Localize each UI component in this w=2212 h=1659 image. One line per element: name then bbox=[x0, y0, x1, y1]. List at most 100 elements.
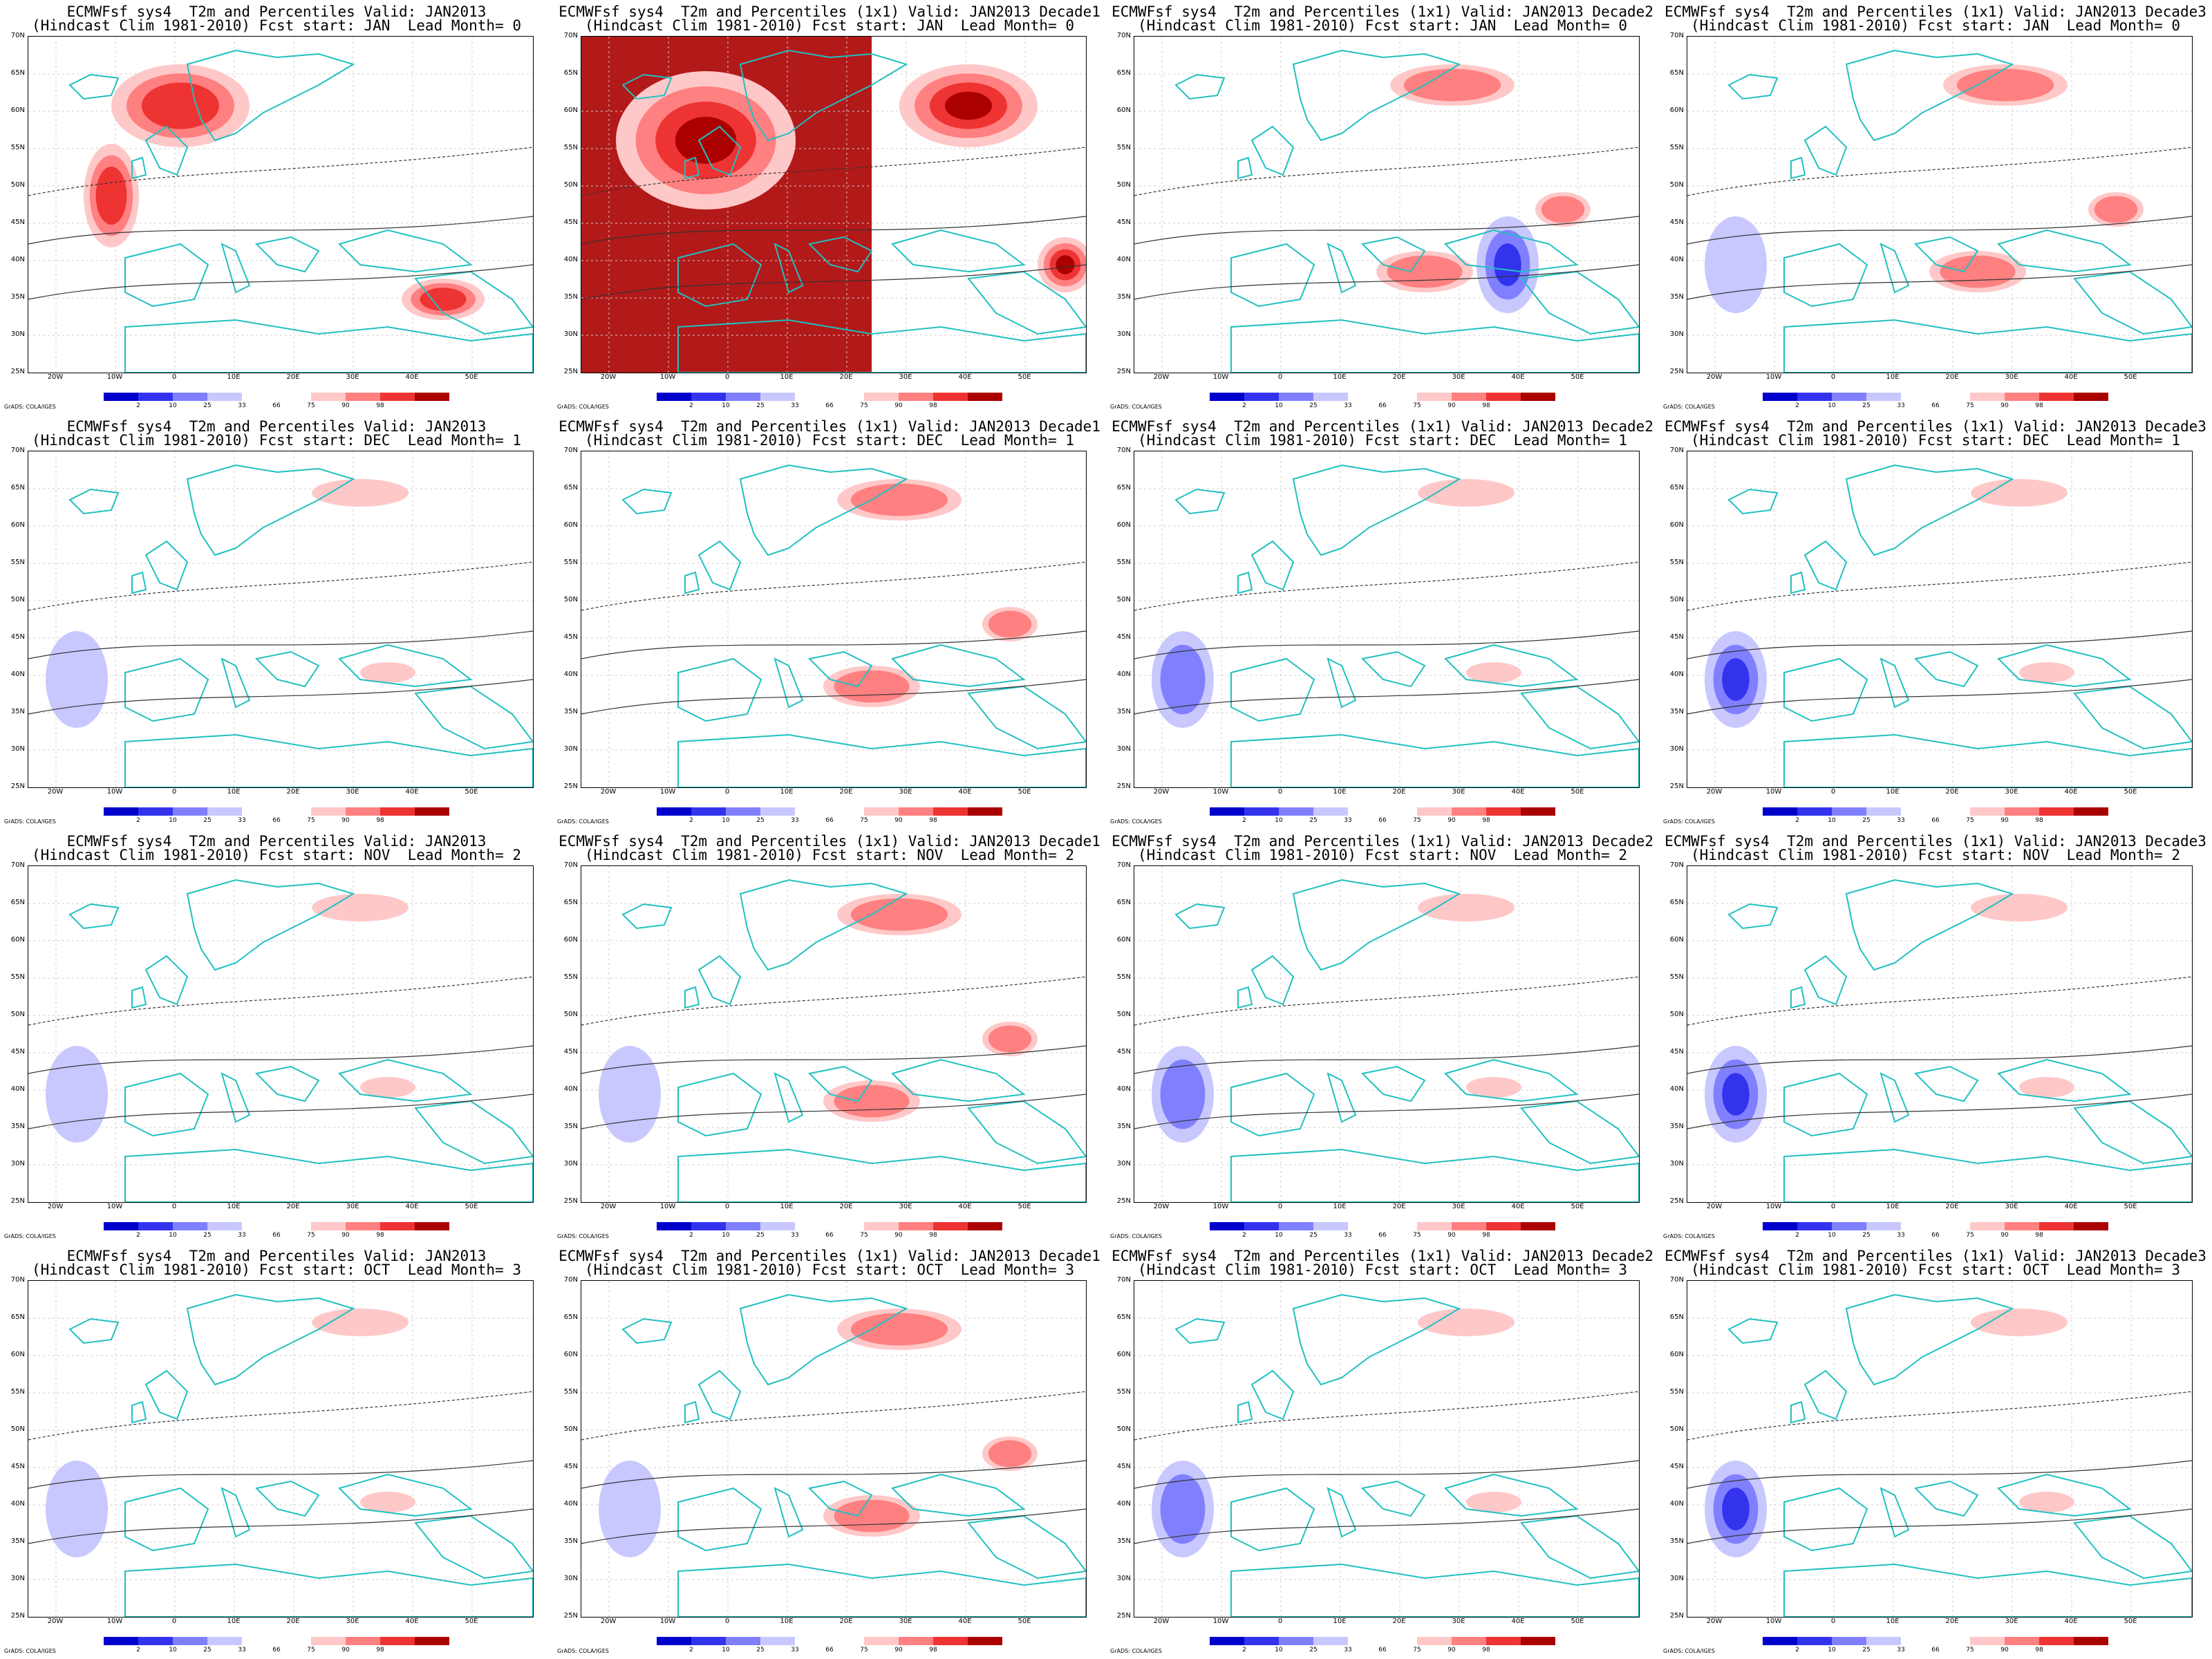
cold-anomaly-shading bbox=[1722, 658, 1750, 701]
map-svg bbox=[1687, 866, 2192, 1202]
credit-label: GrADS: COLA/IGES bbox=[1663, 818, 1715, 825]
latitude-label: 25N bbox=[563, 1612, 578, 1620]
colorbar-segment bbox=[207, 807, 242, 816]
coastline bbox=[131, 571, 147, 594]
coastline bbox=[739, 879, 908, 971]
isotherm-contour bbox=[1687, 216, 2192, 245]
longitude-label: 20W bbox=[1706, 1618, 1723, 1625]
map-area bbox=[1134, 865, 1640, 1203]
isotherm-contour bbox=[1687, 1045, 2192, 1074]
coastline bbox=[677, 657, 762, 722]
longitude-label: 10W bbox=[1765, 373, 1782, 381]
latitude-label: 55N bbox=[563, 559, 578, 566]
panel-title: ECMWFsf sys4 T2m and Percentiles (1x1) V… bbox=[1665, 3, 2206, 20]
panel-subtitle: (Hindcast Clim 1981-2010) Fcst start: NO… bbox=[1137, 847, 1627, 863]
coastline bbox=[1803, 540, 1848, 591]
longitude-label: 40E bbox=[405, 788, 419, 796]
longitude-label: 10W bbox=[659, 1203, 676, 1210]
latitude-label: 30N bbox=[1116, 330, 1131, 338]
colorbar-tick-label: 66 bbox=[1931, 402, 1940, 409]
latitude-label: 30N bbox=[1116, 1575, 1131, 1582]
isotherm-contour bbox=[1687, 1391, 2192, 1441]
longitude-label: 20W bbox=[600, 1618, 617, 1625]
longitude-label: 50E bbox=[2124, 373, 2137, 381]
longitude-label: 40E bbox=[1511, 373, 1525, 381]
coastline bbox=[186, 464, 355, 556]
colorbar-tick-label: 75 bbox=[1966, 1647, 1974, 1653]
coastline bbox=[131, 1400, 147, 1424]
latitude-label: 55N bbox=[1116, 144, 1131, 151]
coastline bbox=[1292, 1293, 1461, 1386]
latitude-label: 60N bbox=[563, 521, 578, 529]
colorbar-tick-label: 10 bbox=[722, 402, 730, 409]
latitude-label: 55N bbox=[563, 144, 578, 151]
colorbar-tick-label: 66 bbox=[1378, 817, 1387, 824]
longitude-label: 10W bbox=[1212, 1618, 1229, 1625]
colorbar-segment bbox=[1763, 1222, 1797, 1230]
colorbar-segment bbox=[2039, 1637, 2074, 1645]
longitude-label: 40E bbox=[2064, 1618, 2078, 1625]
colorbar: 2 10 25 33 66 75 90 98 bbox=[1763, 393, 2108, 409]
colorbar-tick-label: 25 bbox=[1309, 1647, 1318, 1653]
longitude-label: 30E bbox=[346, 1203, 359, 1210]
coastline bbox=[1237, 571, 1253, 594]
longitude-label: 20E bbox=[286, 788, 300, 796]
warm-anomaly-shading bbox=[834, 1085, 910, 1118]
colorbar-tick-label: 33 bbox=[1897, 402, 1905, 409]
coastline bbox=[338, 1473, 473, 1517]
latitude-label: 35N bbox=[1669, 1123, 1684, 1130]
longitude-label: 20W bbox=[47, 788, 64, 796]
colorbar-tick-label: 98 bbox=[929, 402, 937, 409]
latitude-label: 40N bbox=[10, 1085, 25, 1093]
coastline bbox=[1230, 1563, 1639, 1617]
isotherm-contour bbox=[581, 1391, 1086, 1441]
colorbar-tick-label: 2 bbox=[689, 1647, 693, 1653]
panel-title: ECMWFsf sys4 T2m and Percentiles (1x1) V… bbox=[1665, 833, 2206, 850]
colorbar-tick-label: 90 bbox=[894, 817, 903, 824]
longitude-label: 30E bbox=[899, 788, 912, 796]
colorbar-segment bbox=[933, 807, 968, 816]
colorbar-tick-label: 10 bbox=[722, 1647, 730, 1653]
colorbar-segment bbox=[1348, 393, 1382, 401]
coastline bbox=[677, 1563, 1086, 1617]
isotherm-contour bbox=[28, 264, 533, 300]
colorbar-segment bbox=[1797, 807, 1832, 816]
isotherm-contour bbox=[1687, 976, 2192, 1026]
longitude-label: 10W bbox=[659, 373, 676, 381]
coastline bbox=[697, 540, 742, 591]
coastline bbox=[1292, 49, 1461, 142]
colorbar-segment bbox=[1936, 1637, 1970, 1645]
latitude-label: 60N bbox=[10, 1351, 25, 1358]
latitude-label: 55N bbox=[1669, 559, 1684, 566]
colorbar-segment bbox=[1348, 1637, 1382, 1645]
colorbar-tick-label: 10 bbox=[169, 1232, 177, 1239]
colorbar-segment bbox=[276, 393, 311, 401]
latitude-label: 60N bbox=[1669, 936, 1684, 944]
coastline bbox=[1783, 1563, 2192, 1617]
longitude-label: 20E bbox=[1945, 1618, 1959, 1625]
isotherm-contour bbox=[581, 976, 1086, 1026]
colorbar-tick-label: 2 bbox=[689, 817, 693, 824]
coastline bbox=[1790, 986, 1806, 1009]
warm-anomaly-shading bbox=[95, 167, 127, 225]
colorbar-segment bbox=[311, 1637, 346, 1645]
warm-anomaly-shading bbox=[1466, 1077, 1521, 1098]
isotherm-contour bbox=[1134, 264, 1639, 300]
latitude-label: 30N bbox=[563, 1575, 578, 1582]
latitude-label: 70N bbox=[563, 32, 578, 39]
latitude-label: 50N bbox=[563, 1011, 578, 1018]
latitude-label: 35N bbox=[1669, 293, 1684, 301]
map-area bbox=[28, 36, 534, 373]
latitude-label: 60N bbox=[1669, 106, 1684, 114]
latitude-label: 25N bbox=[10, 1612, 25, 1620]
coastline bbox=[1237, 986, 1253, 1009]
latitude-label: 25N bbox=[1669, 782, 1684, 790]
colorbar-tick-label: 25 bbox=[756, 817, 765, 824]
credit-label: GrADS: COLA/IGES bbox=[1110, 404, 1162, 410]
colorbar: 2 10 25 33 66 75 90 98 bbox=[657, 807, 1002, 824]
coastline bbox=[1520, 685, 1639, 750]
coastline bbox=[677, 1487, 762, 1552]
longitude-label: 50E bbox=[1571, 373, 1584, 381]
coastline bbox=[68, 488, 120, 515]
longitude-label: 50E bbox=[465, 1618, 478, 1625]
